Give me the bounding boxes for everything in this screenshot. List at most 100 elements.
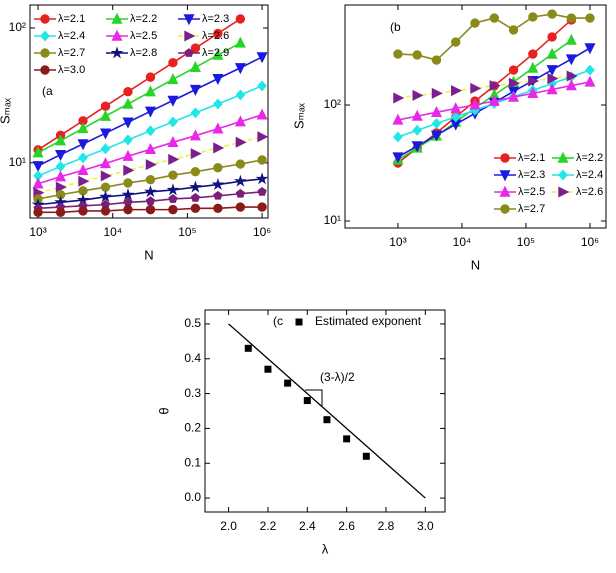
marker	[168, 153, 180, 165]
marker	[469, 98, 481, 110]
y-tick-label: 0.5	[184, 316, 201, 330]
marker	[123, 86, 133, 97]
legend-label: λ=2.4	[58, 30, 85, 42]
marker	[450, 111, 461, 123]
legend-marker	[558, 186, 570, 198]
y-tick-label: 0.4	[184, 351, 201, 365]
marker	[190, 193, 200, 202]
marker	[430, 105, 442, 117]
marker	[99, 109, 112, 121]
y-tick-label: 10¹	[324, 213, 341, 227]
legend-label: λ=2.2	[576, 152, 603, 164]
marker	[412, 50, 422, 60]
marker	[264, 365, 272, 373]
marker	[451, 37, 461, 47]
marker	[189, 180, 202, 193]
y-tick-label: 0.0	[184, 490, 201, 504]
marker	[431, 55, 442, 65]
plot-frame	[344, 4, 607, 229]
marker	[78, 175, 90, 187]
marker	[303, 397, 311, 405]
legend-marker	[184, 30, 196, 42]
x-tick-label: 10⁵	[178, 225, 196, 239]
legend-marker	[183, 14, 195, 26]
x-tick-label: 10⁵	[517, 235, 535, 249]
series-line	[37, 18, 241, 151]
marker	[412, 89, 424, 101]
y-tick-label: 0.3	[184, 386, 201, 400]
marker	[393, 49, 403, 59]
marker	[123, 164, 135, 176]
marker	[213, 163, 223, 173]
marker	[144, 185, 157, 198]
marker	[145, 125, 156, 137]
legend-label: λ=2.1	[518, 152, 545, 164]
y-axis-label: Sₘₐₓ	[0, 97, 12, 124]
plot-frame	[204, 309, 446, 513]
marker	[411, 141, 423, 153]
marker	[565, 33, 577, 45]
marker	[362, 452, 370, 460]
marker	[527, 87, 539, 99]
marker	[470, 82, 482, 94]
marker	[235, 202, 246, 212]
x-tick-label: 2.2	[260, 519, 277, 533]
marker	[122, 149, 134, 161]
marker	[168, 170, 178, 180]
marker	[565, 79, 577, 91]
marker	[508, 25, 519, 35]
legend-marker	[184, 48, 194, 57]
marker	[431, 87, 443, 99]
marker	[244, 344, 252, 352]
marker	[99, 190, 112, 203]
y-tick-label: 0.1	[184, 455, 201, 469]
x-tick-label: 2.6	[338, 519, 355, 533]
marker	[55, 134, 67, 146]
marker	[508, 65, 519, 75]
x-tick-label: 2.8	[378, 519, 395, 533]
marker	[55, 170, 67, 182]
series-line	[397, 39, 572, 161]
legend-marker	[40, 30, 50, 42]
marker	[100, 206, 111, 216]
marker	[168, 194, 178, 203]
marker	[100, 170, 112, 182]
legend-label: λ=2.5	[130, 30, 157, 42]
y-tick-label: 10¹	[9, 155, 26, 169]
legend-marker	[111, 12, 123, 24]
y-axis-label: Sₘₐₓ	[291, 102, 306, 129]
marker	[527, 61, 539, 73]
legend-marker	[40, 48, 50, 58]
legend-marker	[558, 169, 568, 181]
marker	[55, 207, 66, 217]
marker	[546, 47, 558, 59]
marker	[167, 73, 179, 85]
legend-marker	[111, 29, 123, 41]
marker	[528, 12, 538, 22]
marker	[78, 152, 88, 164]
marker	[547, 32, 557, 42]
legend-label: λ=2.6	[576, 186, 603, 198]
legend-label: λ=2.5	[518, 186, 545, 198]
marker	[166, 183, 180, 196]
legend-label: λ=2.7	[58, 47, 85, 59]
marker	[393, 92, 405, 104]
legend-marker	[499, 185, 511, 197]
marker	[257, 80, 267, 92]
plot-frame	[29, 4, 269, 219]
legend-label: λ=2.1	[58, 13, 85, 25]
legend-marker	[500, 204, 510, 214]
marker	[213, 142, 225, 154]
marker	[123, 178, 133, 188]
marker	[234, 174, 247, 187]
marker	[122, 97, 134, 109]
marker	[190, 107, 201, 119]
marker	[256, 108, 268, 120]
marker	[234, 63, 246, 75]
x-tick-label: 10⁴	[103, 225, 122, 239]
marker	[190, 166, 201, 177]
marker	[212, 48, 224, 60]
marker	[213, 190, 223, 200]
marker	[168, 204, 178, 215]
